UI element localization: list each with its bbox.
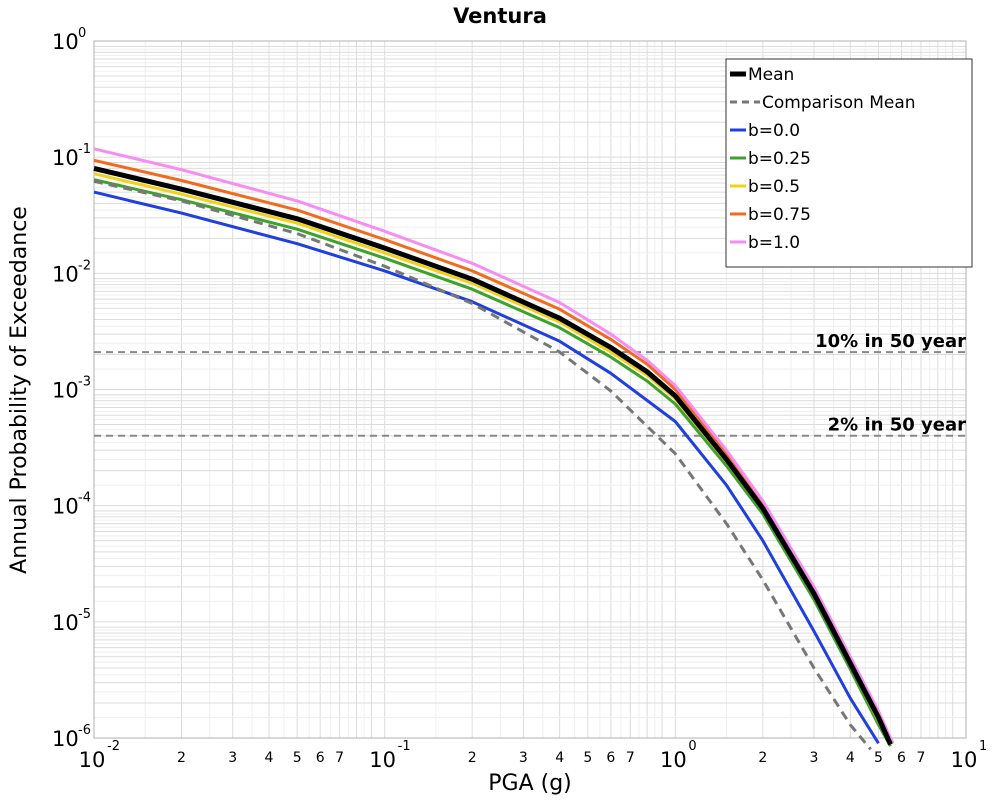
y-tick-label: 10 -2 bbox=[52, 258, 91, 286]
y-tick-exponent: -1 bbox=[78, 142, 91, 157]
legend-item-b-0-0: b=0.0 bbox=[730, 121, 800, 141]
x-tick-label: 100 bbox=[660, 739, 697, 772]
x-tick-base: 10 bbox=[369, 748, 396, 772]
legend-label: b=0.0 bbox=[748, 121, 800, 141]
y-tick-base: 10 bbox=[52, 495, 79, 519]
y-tick-exponent: 0 bbox=[78, 26, 86, 41]
y-tick-label: 10 -5 bbox=[52, 607, 91, 635]
y-tick-base: 10 bbox=[52, 379, 79, 403]
x-minor-tick-label: 3 bbox=[228, 750, 237, 766]
legend-box bbox=[725, 58, 973, 268]
legend-label: b=0.75 bbox=[748, 205, 811, 225]
series-group bbox=[93, 147, 895, 751]
legend-item-mean: Mean bbox=[730, 65, 794, 85]
y-tick-exponent: -2 bbox=[78, 258, 91, 273]
x-minor-tick-label: 2 bbox=[177, 750, 186, 766]
legend-item-b-0-5: b=0.5 bbox=[730, 177, 800, 197]
y-tick-base: 10 bbox=[52, 30, 79, 54]
y-axis-title: Annual Probability of Exceedance bbox=[7, 206, 32, 574]
legend-item-b-0-25: b=0.25 bbox=[730, 149, 811, 169]
x-minor-tick-label: 6 bbox=[606, 750, 615, 766]
legend-label: Comparison Mean bbox=[762, 93, 916, 113]
y-tick-exponent: -5 bbox=[78, 607, 91, 622]
chart-title: Ventura bbox=[453, 4, 547, 28]
series-line-comparison-mean bbox=[93, 179, 872, 751]
y-tick-base: 10 bbox=[52, 262, 79, 286]
x-minor-tick-label: 2 bbox=[758, 750, 767, 766]
x-minor-tick-label: 5 bbox=[293, 750, 302, 766]
x-tick-exponent: 1 bbox=[979, 739, 987, 754]
x-minor-tick-label: 3 bbox=[810, 750, 819, 766]
legend-label: b=1.0 bbox=[748, 233, 800, 253]
y-tick-base: 10 bbox=[52, 611, 79, 635]
y-tick-label: 10 -3 bbox=[52, 375, 91, 403]
x-tick-exponent: 0 bbox=[688, 739, 696, 754]
y-tick-label: 10 -1 bbox=[52, 142, 91, 170]
legend-label: b=0.5 bbox=[748, 177, 800, 197]
series-line-b-1-0 bbox=[93, 147, 895, 744]
reference-label-10-in-50-year: 10% in 50 year bbox=[815, 331, 966, 352]
legend-label: Mean bbox=[748, 65, 794, 85]
series-line-b-0-25 bbox=[93, 178, 892, 747]
series-line-mean bbox=[93, 165, 893, 746]
y-tick-label: 10 -6 bbox=[52, 723, 91, 751]
x-tick-label: 101 bbox=[951, 739, 988, 772]
x-tick-exponent: -1 bbox=[398, 739, 411, 754]
x-minor-tick-label: 6 bbox=[316, 750, 325, 766]
y-tick-exponent: -6 bbox=[78, 723, 91, 738]
y-tick-base: 10 bbox=[52, 727, 79, 751]
x-minor-tick-label: 5 bbox=[583, 750, 592, 766]
x-tick-base: 10 bbox=[951, 748, 978, 772]
x-tick-base: 10 bbox=[660, 748, 687, 772]
x-tick-base: 10 bbox=[79, 748, 106, 772]
legend: Mean Comparison Mean b=0.0 b=0.25 b=0.5 b=0.7… bbox=[725, 58, 973, 268]
y-tick-exponent: -3 bbox=[78, 375, 91, 390]
x-minor-tick-label: 7 bbox=[917, 750, 926, 766]
x-minor-tick-label: 3 bbox=[519, 750, 528, 766]
series-line-b-0-0 bbox=[93, 190, 880, 745]
x-minor-tick-label: 7 bbox=[335, 750, 344, 766]
x-minor-tick-label: 2 bbox=[468, 750, 477, 766]
x-axis-title: PGA (g) bbox=[488, 771, 572, 796]
y-tick-label: 10 -4 bbox=[52, 491, 91, 519]
x-tick-label: 10-1 bbox=[369, 739, 410, 772]
x-minor-tick-label: 7 bbox=[626, 750, 635, 766]
x-minor-tick-label: 6 bbox=[897, 750, 906, 766]
x-minor-tick-label: 4 bbox=[846, 750, 855, 766]
y-tick-label: 10 0 bbox=[52, 26, 86, 54]
y-tick-exponent: -4 bbox=[78, 491, 91, 506]
x-minor-tick-label: 5 bbox=[874, 750, 883, 766]
legend-label: b=0.25 bbox=[748, 149, 811, 169]
legend-item-b-0-75: b=0.75 bbox=[730, 205, 811, 225]
plot-frame bbox=[93, 40, 967, 739]
x-minor-tick-label: 4 bbox=[265, 750, 274, 766]
y-tick-base: 10 bbox=[52, 146, 79, 170]
legend-item-comparison-mean: Comparison Mean bbox=[730, 93, 916, 113]
x-minor-tick-label: 4 bbox=[555, 750, 564, 766]
legend-item-b-1-0: b=1.0 bbox=[730, 233, 800, 253]
x-tick-exponent: -2 bbox=[107, 739, 120, 754]
reference-lines: 10% in 50 year 2% in 50 year bbox=[94, 331, 966, 437]
x-tick-label: 10-2 bbox=[79, 739, 120, 772]
reference-label-2-in-50-year: 2% in 50 year bbox=[828, 415, 966, 436]
